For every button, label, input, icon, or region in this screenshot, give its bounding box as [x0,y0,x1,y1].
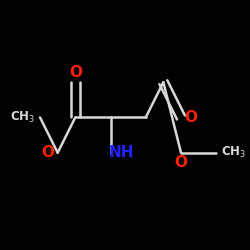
Text: O: O [184,110,197,125]
Text: CH$_3$: CH$_3$ [222,145,246,160]
Text: O: O [69,65,82,80]
Text: CH$_3$: CH$_3$ [10,110,35,125]
Text: NH: NH [108,145,134,160]
Text: O: O [42,145,54,160]
Text: O: O [174,155,188,170]
